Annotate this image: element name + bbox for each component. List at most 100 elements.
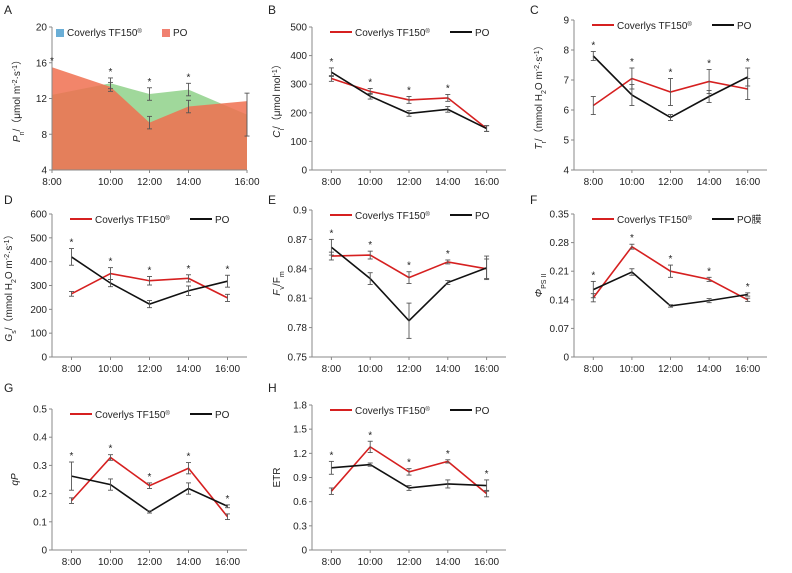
y-axis-label-part: T — [534, 143, 545, 150]
significance-star: * — [591, 270, 595, 281]
series-po — [108, 81, 191, 130]
legend-label-text: Coverlys TF150 — [95, 410, 166, 421]
legend-label-text: Coverlys TF150 — [617, 21, 688, 32]
legend-label-mark: ® — [165, 410, 170, 417]
significance-star: * — [707, 59, 711, 70]
x-tick-label: 8:00 — [322, 177, 342, 188]
y-axis-label-part: r — [541, 141, 548, 144]
y-tick-label: 0.87 — [288, 235, 308, 246]
significance-star: * — [226, 494, 230, 505]
x-tick-label: 10:00 — [98, 177, 123, 188]
y-tick-label: 0.21 — [550, 267, 570, 278]
x-tick-label: 12:00 — [396, 177, 421, 188]
y-tick-label: 0.9 — [293, 206, 307, 217]
y-tick-label: 7 — [563, 76, 569, 87]
significance-star: * — [148, 472, 152, 483]
legend-label-mark: ® — [687, 21, 692, 28]
y-tick-label: 0.4 — [33, 433, 47, 444]
y-tick-label: 0.07 — [550, 324, 570, 335]
series-coverlys — [328, 440, 490, 498]
legend-label: PO膜 — [737, 214, 761, 226]
x-tick-label: 16:00 — [215, 364, 240, 375]
y-axis-label-part: /（mmol H — [533, 94, 545, 141]
significance-star: * — [109, 67, 113, 78]
x-tick-label: 10:00 — [358, 177, 383, 188]
significance-star: * — [669, 254, 673, 265]
y-axis-label-part: -1 — [534, 50, 541, 56]
y-tick-label: 0 — [301, 546, 307, 557]
y-axis-label-part: O m — [4, 260, 15, 279]
y-axis-label-part: ·s — [534, 57, 545, 65]
significance-star: * — [329, 228, 333, 239]
legend-swatch — [56, 29, 64, 37]
y-tick-label: 0 — [563, 353, 569, 364]
legend: Coverlys TF150® PO — [330, 211, 490, 222]
legend-label-mark: ® — [425, 28, 430, 35]
significance-star: * — [226, 264, 230, 275]
series-po — [328, 67, 490, 132]
x-tick-label: 12:00 — [137, 557, 162, 568]
x-tick-label: 8:00 — [322, 364, 342, 375]
chart-panel-f: F 0 0.07 0.14 0.21 0.28 0.35 8:00 10:00 12:00 14:0… — [530, 193, 767, 375]
y-axis-label-part: i — [279, 129, 286, 131]
y-tick-label: 0 — [41, 353, 47, 364]
series-coverlys — [69, 267, 230, 302]
significance-star: * — [187, 72, 191, 83]
y-axis-label-part: /（μmol mol — [271, 75, 283, 129]
y-tick-label: 12 — [36, 94, 48, 105]
panel-letter: E — [268, 193, 276, 207]
legend-label: PO — [215, 410, 230, 421]
panel-letter: F — [530, 193, 537, 207]
significance-star: * — [407, 458, 411, 469]
x-tick-label: 12:00 — [658, 364, 683, 375]
x-tick-label: 14:00 — [697, 364, 722, 375]
y-tick-label: 0.1 — [33, 517, 47, 528]
y-axis-label-part: Φ — [534, 289, 545, 297]
y-axis-label-part: n — [19, 131, 26, 135]
significance-star: * — [407, 85, 411, 96]
y-axis-label-part: s — [11, 330, 18, 334]
significance-star: * — [148, 77, 152, 88]
series-po — [590, 51, 751, 121]
y-tick-label: 1.2 — [293, 449, 307, 460]
series-po — [69, 461, 230, 514]
x-tick-label: 12:00 — [137, 177, 162, 188]
y-axis-label: Pn/（μmol m-2·s-1） — [11, 55, 26, 142]
y-tick-label: 500 — [290, 23, 307, 34]
significance-star: * — [329, 450, 333, 461]
x-tick-label: 14:00 — [435, 557, 460, 568]
panel-letter: B — [268, 3, 276, 17]
y-tick-label: 6 — [563, 106, 569, 117]
y-axis-label-part: -1 — [4, 239, 11, 245]
x-tick-label: 16:00 — [474, 364, 499, 375]
y-tick-label: 1.8 — [293, 401, 307, 412]
x-tick-label: 10:00 — [358, 364, 383, 375]
area-po — [52, 67, 247, 170]
y-tick-label: 0 — [301, 166, 307, 177]
y-tick-label: 0.78 — [288, 323, 308, 334]
x-tick-label: 8:00 — [322, 557, 342, 568]
y-tick-label: 0.28 — [550, 238, 570, 249]
significance-star: * — [446, 83, 450, 94]
y-axis-label-part: ·s — [4, 246, 15, 254]
y-tick-label: 0.6 — [293, 497, 307, 508]
significance-star: * — [329, 57, 333, 68]
legend: Coverlys TF150® PO — [70, 410, 230, 421]
y-axis-label-part: P — [12, 135, 23, 142]
y-tick-label: 0 — [41, 546, 47, 557]
series-po — [69, 248, 230, 309]
x-tick-label: 14:00 — [435, 364, 460, 375]
chart-panel-e: E 0.75 0.78 0.81 0.84 0.87 0.9 8:00 10:00 12:00 14… — [268, 193, 506, 375]
chart-panel-g: G 0 0.1 0.2 0.3 0.4 0.5 8:00 10:00 12:00 14:00 16:0… — [4, 381, 247, 568]
x-tick-label: 10:00 — [358, 557, 383, 568]
chart-panel-d: D 0 100 200 300 400 500 600 8:00 10:00 12:00 14:00 1… — [3, 193, 247, 375]
y-axis-label-part: ） — [533, 40, 545, 50]
y-tick-label: 20 — [36, 23, 48, 34]
legend-label-mark: ® — [687, 215, 692, 222]
y-axis-label: ΦPS II — [534, 274, 548, 298]
y-axis-label-part: PS II — [541, 274, 548, 289]
legend-label-mark: ® — [165, 215, 170, 222]
legend-label: PO — [475, 211, 490, 222]
legend-label-text: Coverlys TF150 — [355, 406, 426, 417]
